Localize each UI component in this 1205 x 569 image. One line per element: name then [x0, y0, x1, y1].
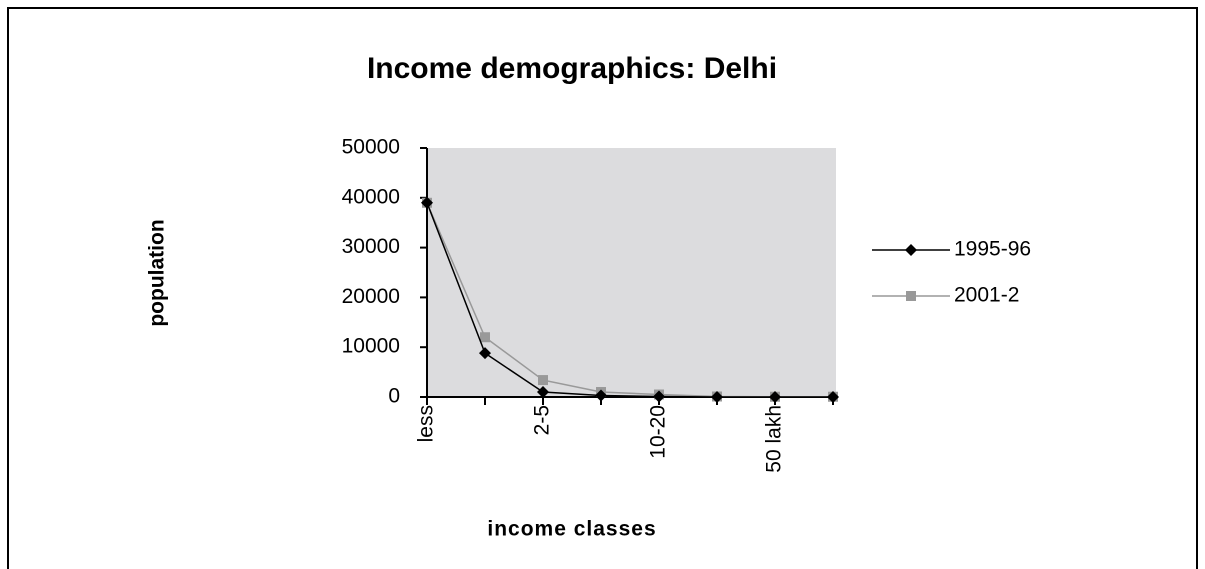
- y-tick-label: 40000: [342, 185, 400, 208]
- x-tick-label: 10-20: [647, 405, 670, 459]
- y-tick-label: 50000: [342, 136, 400, 159]
- y-tick-label: 0: [388, 385, 400, 408]
- y-tick-label: 20000: [342, 285, 400, 308]
- legend-label: 2001-2: [954, 284, 1019, 307]
- chart-title: Income demographics: Delhi: [367, 52, 777, 85]
- data-point: [595, 389, 607, 402]
- legend-label: 1995-96: [954, 238, 1031, 261]
- data-point: [537, 386, 549, 399]
- plot-area: [427, 148, 836, 397]
- y-tick-label: 30000: [342, 235, 400, 258]
- legend-marker: [906, 291, 916, 301]
- x-tick-label: 2-5: [531, 405, 554, 435]
- x-tick-label: 50 lakh: [763, 405, 786, 473]
- legend-marker: [905, 244, 917, 256]
- data-point: [653, 390, 665, 403]
- data-point: [421, 196, 433, 209]
- data-point: [479, 347, 491, 360]
- x-axis-label: income classes: [487, 518, 656, 541]
- y-tick-label: 10000: [342, 335, 400, 358]
- x-tick-label: less: [415, 405, 438, 442]
- data-point: [480, 332, 490, 343]
- data-point: [711, 391, 723, 403]
- series-line: [426, 202, 833, 398]
- data-point: [769, 391, 781, 403]
- y-axis-label: population: [146, 219, 169, 326]
- data-point: [827, 391, 839, 403]
- data-point: [538, 375, 548, 386]
